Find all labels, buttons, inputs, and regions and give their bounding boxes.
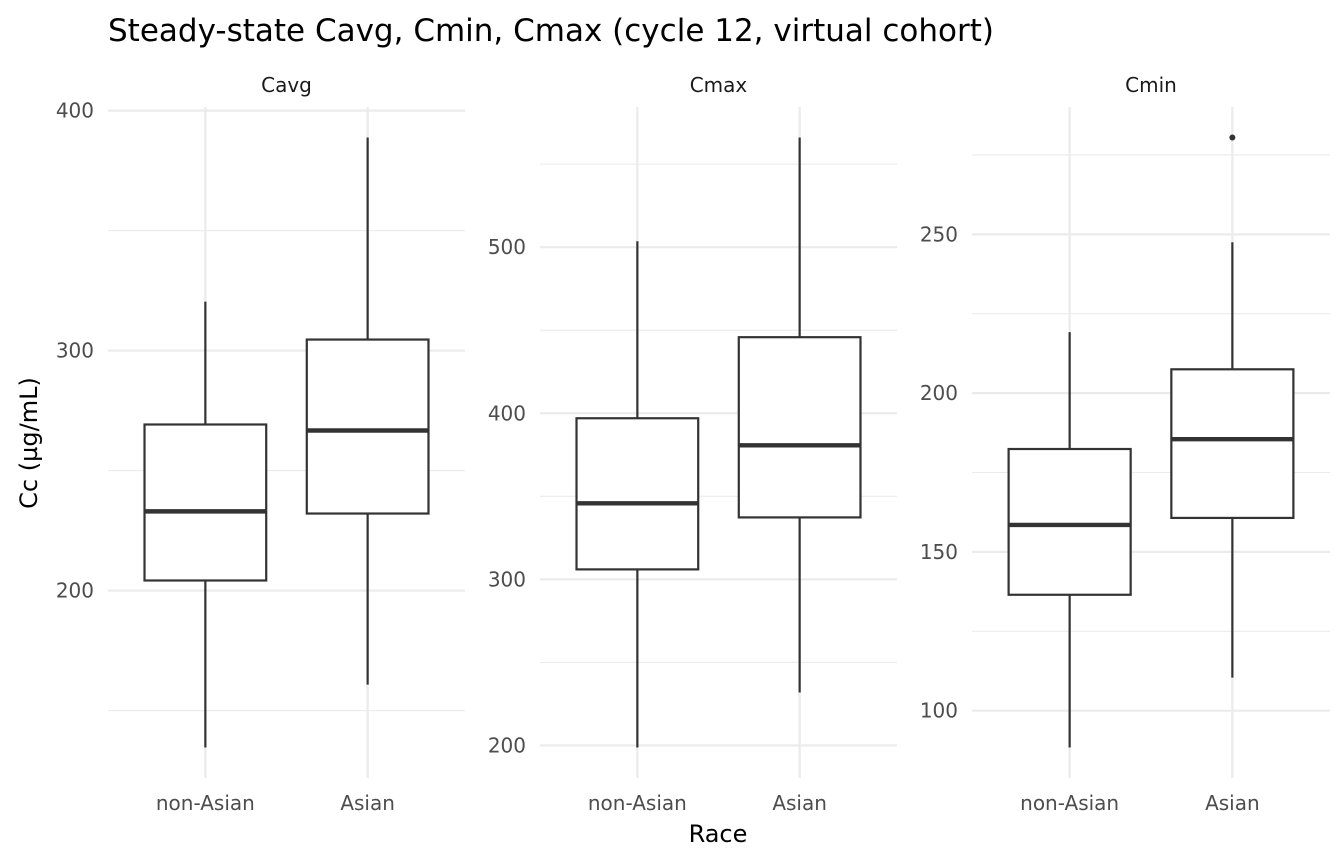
y-axis-title: Cc (µg/mL): [15, 377, 43, 509]
x-tick-label: non-Asian: [156, 791, 255, 815]
iqr-box: [737, 336, 862, 519]
y-tick-label: 200: [488, 733, 526, 757]
y-tick-label: 100: [920, 699, 958, 723]
iqr-box: [1170, 368, 1295, 520]
iqr-box: [1007, 447, 1132, 596]
x-tick-label: non-Asian: [1020, 791, 1119, 815]
x-tick-label: non-Asian: [588, 791, 687, 815]
panel-cavg: 200 300 400 non-Asian Asian Cavg: [56, 73, 465, 815]
chart-title: Steady-state Cavg, Cmin, Cmax (cycle 12,…: [108, 13, 994, 49]
box-non-asian: [143, 301, 268, 748]
y-tick-label: 150: [920, 540, 958, 564]
box-asian: [737, 137, 862, 693]
y-tick-label: 300: [488, 567, 526, 591]
facet-strip-label: Cmax: [690, 73, 748, 97]
x-tick-label: Asian: [340, 791, 395, 815]
x-axis-title: Race: [689, 820, 748, 848]
panel-cmax: 200 300 400 500 non-Asian Asian Cmax: [488, 73, 897, 815]
facet-strip-label: Cavg: [261, 73, 312, 97]
y-tick-label: 400: [56, 99, 94, 123]
facet-strip-label: Cmin: [1125, 73, 1177, 97]
y-tick-label: 300: [56, 339, 94, 363]
x-tick-label: Asian: [772, 791, 827, 815]
box-non-asian: [575, 241, 700, 748]
panel-cmin: 100 150 200 250 non-Asian Asian Cmin: [920, 73, 1330, 815]
y-tick-label: 400: [488, 401, 526, 425]
y-tick-label: 500: [488, 235, 526, 259]
y-tick-label: 200: [920, 381, 958, 405]
iqr-box: [143, 423, 268, 582]
box-non-asian: [1007, 332, 1132, 748]
y-tick-label: 250: [920, 222, 958, 246]
box-asian: [305, 137, 430, 685]
outlier-point: [1229, 134, 1236, 141]
box-asian: [1170, 134, 1295, 678]
iqr-box: [305, 338, 430, 515]
x-tick-label: Asian: [1205, 791, 1260, 815]
y-tick-label: 200: [56, 579, 94, 603]
iqr-box: [575, 417, 700, 571]
